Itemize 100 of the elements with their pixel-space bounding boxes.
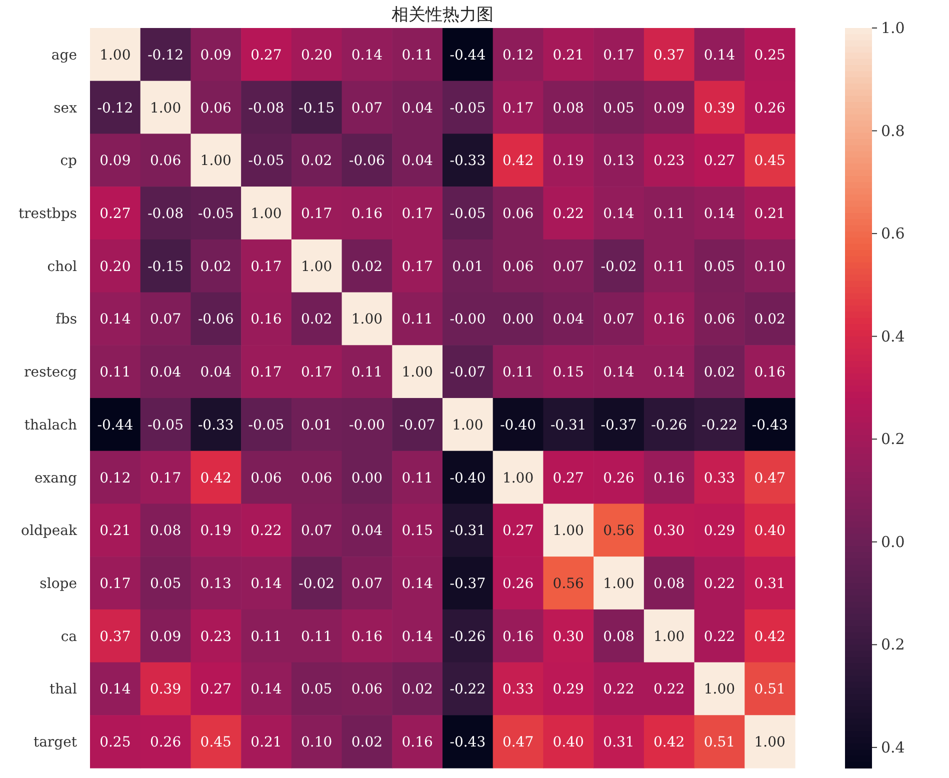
data-label: 0.25 (100, 734, 131, 751)
data-label: -0.06 (349, 153, 386, 170)
data-label: -0.05 (248, 417, 284, 434)
y-tick-label: sex (54, 100, 78, 116)
data-label: 0.17 (402, 206, 433, 222)
data-label: -0.05 (248, 153, 284, 170)
data-label: 0.06 (704, 312, 736, 328)
data-label: 0.51 (704, 734, 736, 751)
data-label: 0.07 (150, 312, 182, 328)
data-label: 0.40 (552, 734, 584, 751)
data-label: 0.27 (100, 206, 131, 222)
data-label: 0.14 (402, 576, 433, 592)
data-label: 0.19 (552, 153, 584, 170)
data-label: 0.21 (250, 734, 282, 751)
data-label: 0.22 (704, 576, 736, 592)
data-label: 0.14 (351, 47, 383, 64)
data-label: 0.04 (402, 100, 433, 116)
data-label: 0.37 (100, 628, 131, 645)
chart-title: 相关性热力图 (392, 5, 494, 25)
data-label: 0.06 (351, 682, 383, 698)
data-label: 0.26 (150, 734, 182, 751)
color-bar-label: 1.0 (881, 19, 905, 37)
y-tick-label: trestbps (18, 206, 77, 222)
data-label: 0.06 (301, 470, 332, 486)
data-label: 0.16 (351, 628, 383, 645)
data-label: 0.09 (654, 100, 685, 116)
data-label: 0.14 (603, 206, 634, 222)
data-label: 0.02 (754, 312, 786, 328)
data-label: 0.04 (402, 153, 433, 170)
data-label: 0.05 (603, 100, 634, 116)
data-label: 0.30 (654, 523, 685, 540)
data-label: 0.14 (250, 682, 282, 698)
data-label: 0.07 (301, 523, 332, 540)
data-label: 0.47 (502, 734, 534, 751)
data-label: 0.11 (351, 364, 383, 381)
data-label: 0.02 (301, 312, 332, 328)
data-label: 0.01 (452, 258, 484, 275)
data-label: 0.14 (654, 364, 685, 381)
data-label: 0.02 (704, 364, 736, 381)
data-label: -0.00 (349, 417, 385, 434)
data-label: 0.39 (704, 100, 736, 116)
data-label: 0.25 (754, 47, 786, 64)
data-label: 0.02 (301, 153, 332, 170)
data-label: 0.08 (150, 523, 182, 540)
data-label: 0.06 (502, 258, 534, 275)
y-tick-label: slope (40, 576, 77, 592)
data-label: -0.12 (97, 100, 134, 116)
data-label: 0.15 (402, 523, 433, 540)
data-label: 0.22 (654, 682, 685, 698)
data-label: 0.42 (502, 153, 534, 170)
data-label: 0.17 (250, 364, 282, 381)
data-label: 0.22 (250, 523, 282, 540)
data-label: 0.14 (250, 576, 282, 592)
data-label: 0.17 (402, 258, 433, 275)
data-label: 0.06 (150, 153, 182, 170)
data-label: 0.05 (704, 258, 736, 275)
data-label: 0.17 (301, 206, 332, 222)
data-label: -0.07 (399, 417, 436, 434)
y-tick-label: exang (34, 470, 78, 486)
data-label: 0.33 (502, 682, 534, 698)
data-label: 0.26 (754, 100, 786, 116)
data-label: 0.11 (402, 312, 433, 328)
data-label: 0.11 (402, 470, 433, 486)
data-label: 0.45 (754, 153, 786, 170)
data-label: -0.37 (600, 417, 637, 434)
data-label: 0.15 (552, 364, 584, 381)
data-label: 0.21 (100, 523, 131, 540)
data-label: 0.42 (654, 734, 685, 751)
color-bar-label: 0.6 (881, 224, 905, 243)
data-label: -0.33 (198, 417, 234, 434)
data-label: -0.43 (450, 734, 486, 751)
data-label: 0.31 (603, 734, 634, 751)
data-label: 0.02 (402, 682, 433, 698)
data-label: -0.26 (450, 628, 486, 645)
data-label: -0.08 (248, 100, 284, 116)
data-label: 0.07 (351, 576, 383, 592)
data-label: 0.37 (654, 47, 685, 64)
data-label: 0.12 (502, 47, 534, 64)
y-tick-label: cp (60, 153, 78, 170)
y-tick-label: age (51, 47, 77, 64)
data-label: 0.23 (200, 628, 232, 645)
data-label: -0.22 (450, 682, 486, 698)
data-label: 0.06 (250, 470, 282, 486)
data-label: 0.11 (402, 47, 433, 64)
data-label: 0.01 (301, 417, 332, 434)
data-label: 0.27 (502, 523, 534, 540)
color-bar-label: 0.0 (881, 532, 905, 551)
data-label: 0.27 (200, 682, 232, 698)
data-label: 0.16 (654, 312, 685, 328)
data-label: 0.16 (402, 734, 433, 751)
data-label: -0.44 (450, 47, 486, 64)
data-label: -0.37 (450, 576, 486, 592)
y-tick-label: oldpeak (21, 523, 78, 540)
data-label: -0.40 (500, 417, 536, 434)
data-label: 0.07 (552, 258, 584, 275)
data-label: 0.07 (603, 312, 634, 328)
data-label: 0.31 (754, 576, 786, 592)
data-label: 0.08 (603, 628, 634, 645)
data-label: 1.00 (603, 576, 634, 592)
data-label: 1.00 (754, 734, 786, 751)
